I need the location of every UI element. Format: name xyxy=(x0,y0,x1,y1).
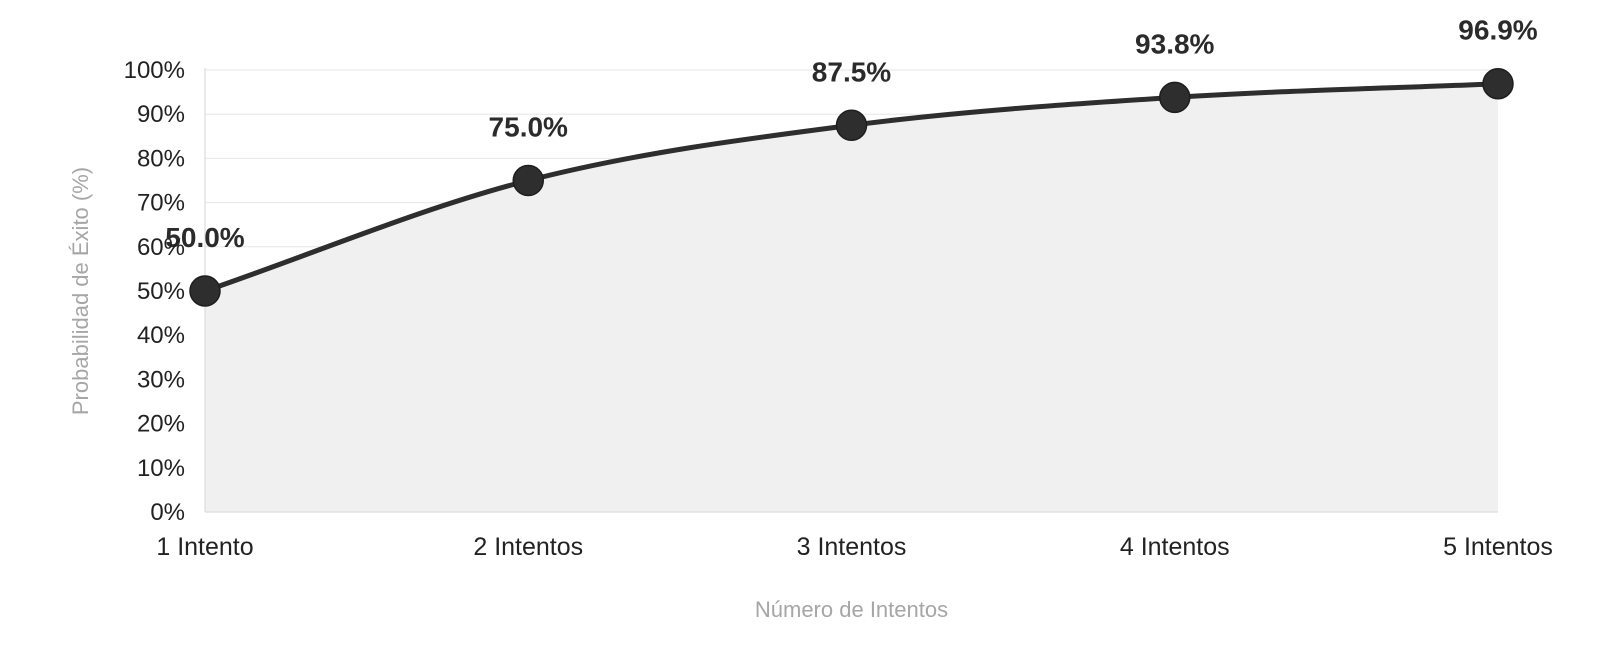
y-tick-label: 60% xyxy=(137,234,185,261)
data-point[interactable] xyxy=(1159,81,1191,114)
y-tick-label: 50% xyxy=(137,278,185,305)
y-tick-label: 90% xyxy=(137,101,185,128)
data-label: 75.0% xyxy=(489,112,568,143)
data-labels: 50.0% 75.0% 87.5% 93.8% 96.9% xyxy=(165,15,1537,253)
data-point[interactable] xyxy=(189,275,221,307)
y-tick-label: 40% xyxy=(137,322,185,349)
data-label: 87.5% xyxy=(812,56,891,87)
y-tick-label: 10% xyxy=(137,455,185,482)
data-label: 93.8% xyxy=(1135,28,1214,59)
tick-labels: 0% 10% 20% 30% 40% 50% 60% 70% 80% 90% 100% 1 Inten… xyxy=(124,57,1553,561)
data-point[interactable] xyxy=(835,109,868,141)
x-tick-label: 5 Intentos xyxy=(1443,533,1553,561)
data-point[interactable] xyxy=(1482,67,1514,100)
data-point[interactable] xyxy=(512,164,544,197)
y-tick-label: 100% xyxy=(124,57,185,84)
data-label: 50.0% xyxy=(165,222,244,253)
y-tick-label: 80% xyxy=(137,145,185,172)
x-tick-label: 3 Intentos xyxy=(797,533,907,561)
y-tick-label: 20% xyxy=(137,411,185,438)
y-tick-label: 0% xyxy=(150,499,185,526)
y-tick-label: 30% xyxy=(137,366,185,393)
y-tick-label: 70% xyxy=(137,190,185,217)
data-points xyxy=(189,67,1514,307)
x-tick-label: 2 Intentos xyxy=(473,533,583,561)
x-axis-title: Número de Intentos xyxy=(755,597,948,622)
x-tick-label: 1 Intento xyxy=(156,533,253,561)
x-tick-label: 4 Intentos xyxy=(1120,533,1230,561)
series-area xyxy=(205,83,1498,513)
y-axis-title: Probabilidad de Éxito (%) xyxy=(68,167,93,415)
data-label: 96.9% xyxy=(1458,15,1537,46)
